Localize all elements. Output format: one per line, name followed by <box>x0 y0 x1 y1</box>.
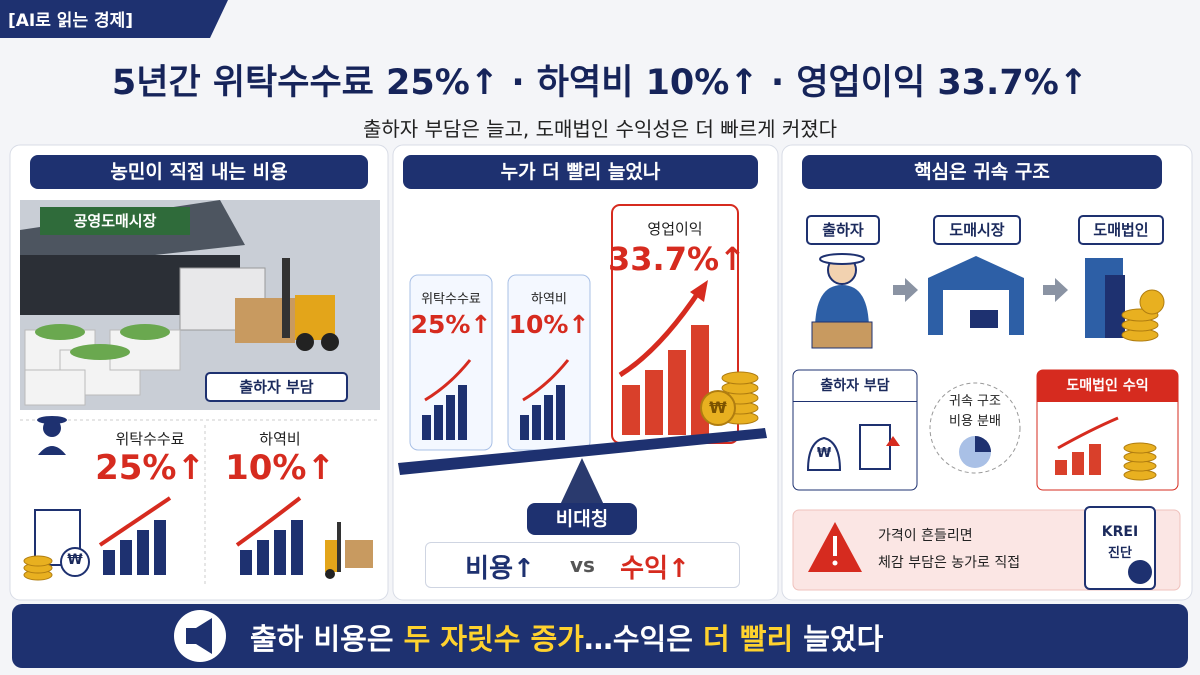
card-label: 위탁수수료 <box>421 292 481 307</box>
item-label: 위탁수수료 <box>115 430 185 448</box>
center-line: 귀속 구조 <box>949 394 1001 409</box>
card-value: 10%↑ <box>508 310 590 339</box>
compare-profit: 수익↑ <box>620 554 690 584</box>
clipboard-line: KREI <box>1101 524 1139 540</box>
box-title: 도매법인 수익 <box>1037 370 1178 402</box>
label: 출하자 부담 <box>205 372 348 402</box>
badge: [AI로 읽는 경제] <box>8 11 134 31</box>
box-title: 출하자 부담 <box>793 370 917 402</box>
center-line: 비용 분배 <box>949 414 1001 429</box>
subtitle: 출하자 부담은 늘고, 도매법인 수익성은 더 빠르게 커졌다 <box>362 117 838 141</box>
panel-title: 누가 더 빨리 늘었나 <box>403 155 758 189</box>
currency: ₩ <box>67 552 83 568</box>
footer-highlight: 더 빨리 <box>703 622 794 656</box>
compare-box <box>425 542 740 588</box>
sign: 공영도매시장 <box>73 212 157 230</box>
item-label: 하역비 <box>259 430 301 448</box>
flow-node: 도매법인 <box>1078 215 1164 245</box>
compare-cost: 비용↑ <box>465 554 535 584</box>
currency: ₩ <box>709 398 727 417</box>
currency: ₩ <box>816 446 832 461</box>
panel-title: 농민이 직접 내는 비용 <box>30 155 368 189</box>
footer-text: 출하 비용은 두 자릿수 증가…수익은 더 빨리 늘었다 <box>250 616 883 658</box>
clipboard-line: 진단 <box>1108 546 1132 561</box>
fulcrum-label: 비대칭 <box>527 503 637 535</box>
item-value: 10%↑ <box>225 448 335 488</box>
card-label: 영업이익 <box>647 220 703 238</box>
footer-highlight: 두 자릿수 증가 <box>403 622 584 656</box>
item-value: 25%↑ <box>95 448 205 488</box>
flow-node: 출하자 <box>806 215 880 245</box>
footer-part: 출하 비용은 <box>250 622 404 656</box>
card-value: 25%↑ <box>410 310 492 339</box>
card-value: 33.7%↑ <box>608 240 746 278</box>
panel-title: 핵심은 귀속 구조 <box>802 155 1162 189</box>
footer-part: 늘었다 <box>793 622 884 656</box>
title: 5년간 위탁수수료 25%↑ · 하역비 10%↑ · 영업이익 33.7%↑ <box>111 63 1089 103</box>
flow-node: 도매시장 <box>933 215 1021 245</box>
footer-part: …수익은 <box>583 622 704 656</box>
warning-line: 가격이 흔들리면 <box>878 528 973 544</box>
card-label: 하역비 <box>531 292 567 307</box>
warning-line: 체감 부담은 농가로 직접 <box>878 555 1021 571</box>
compare-vs: vs <box>570 553 595 577</box>
